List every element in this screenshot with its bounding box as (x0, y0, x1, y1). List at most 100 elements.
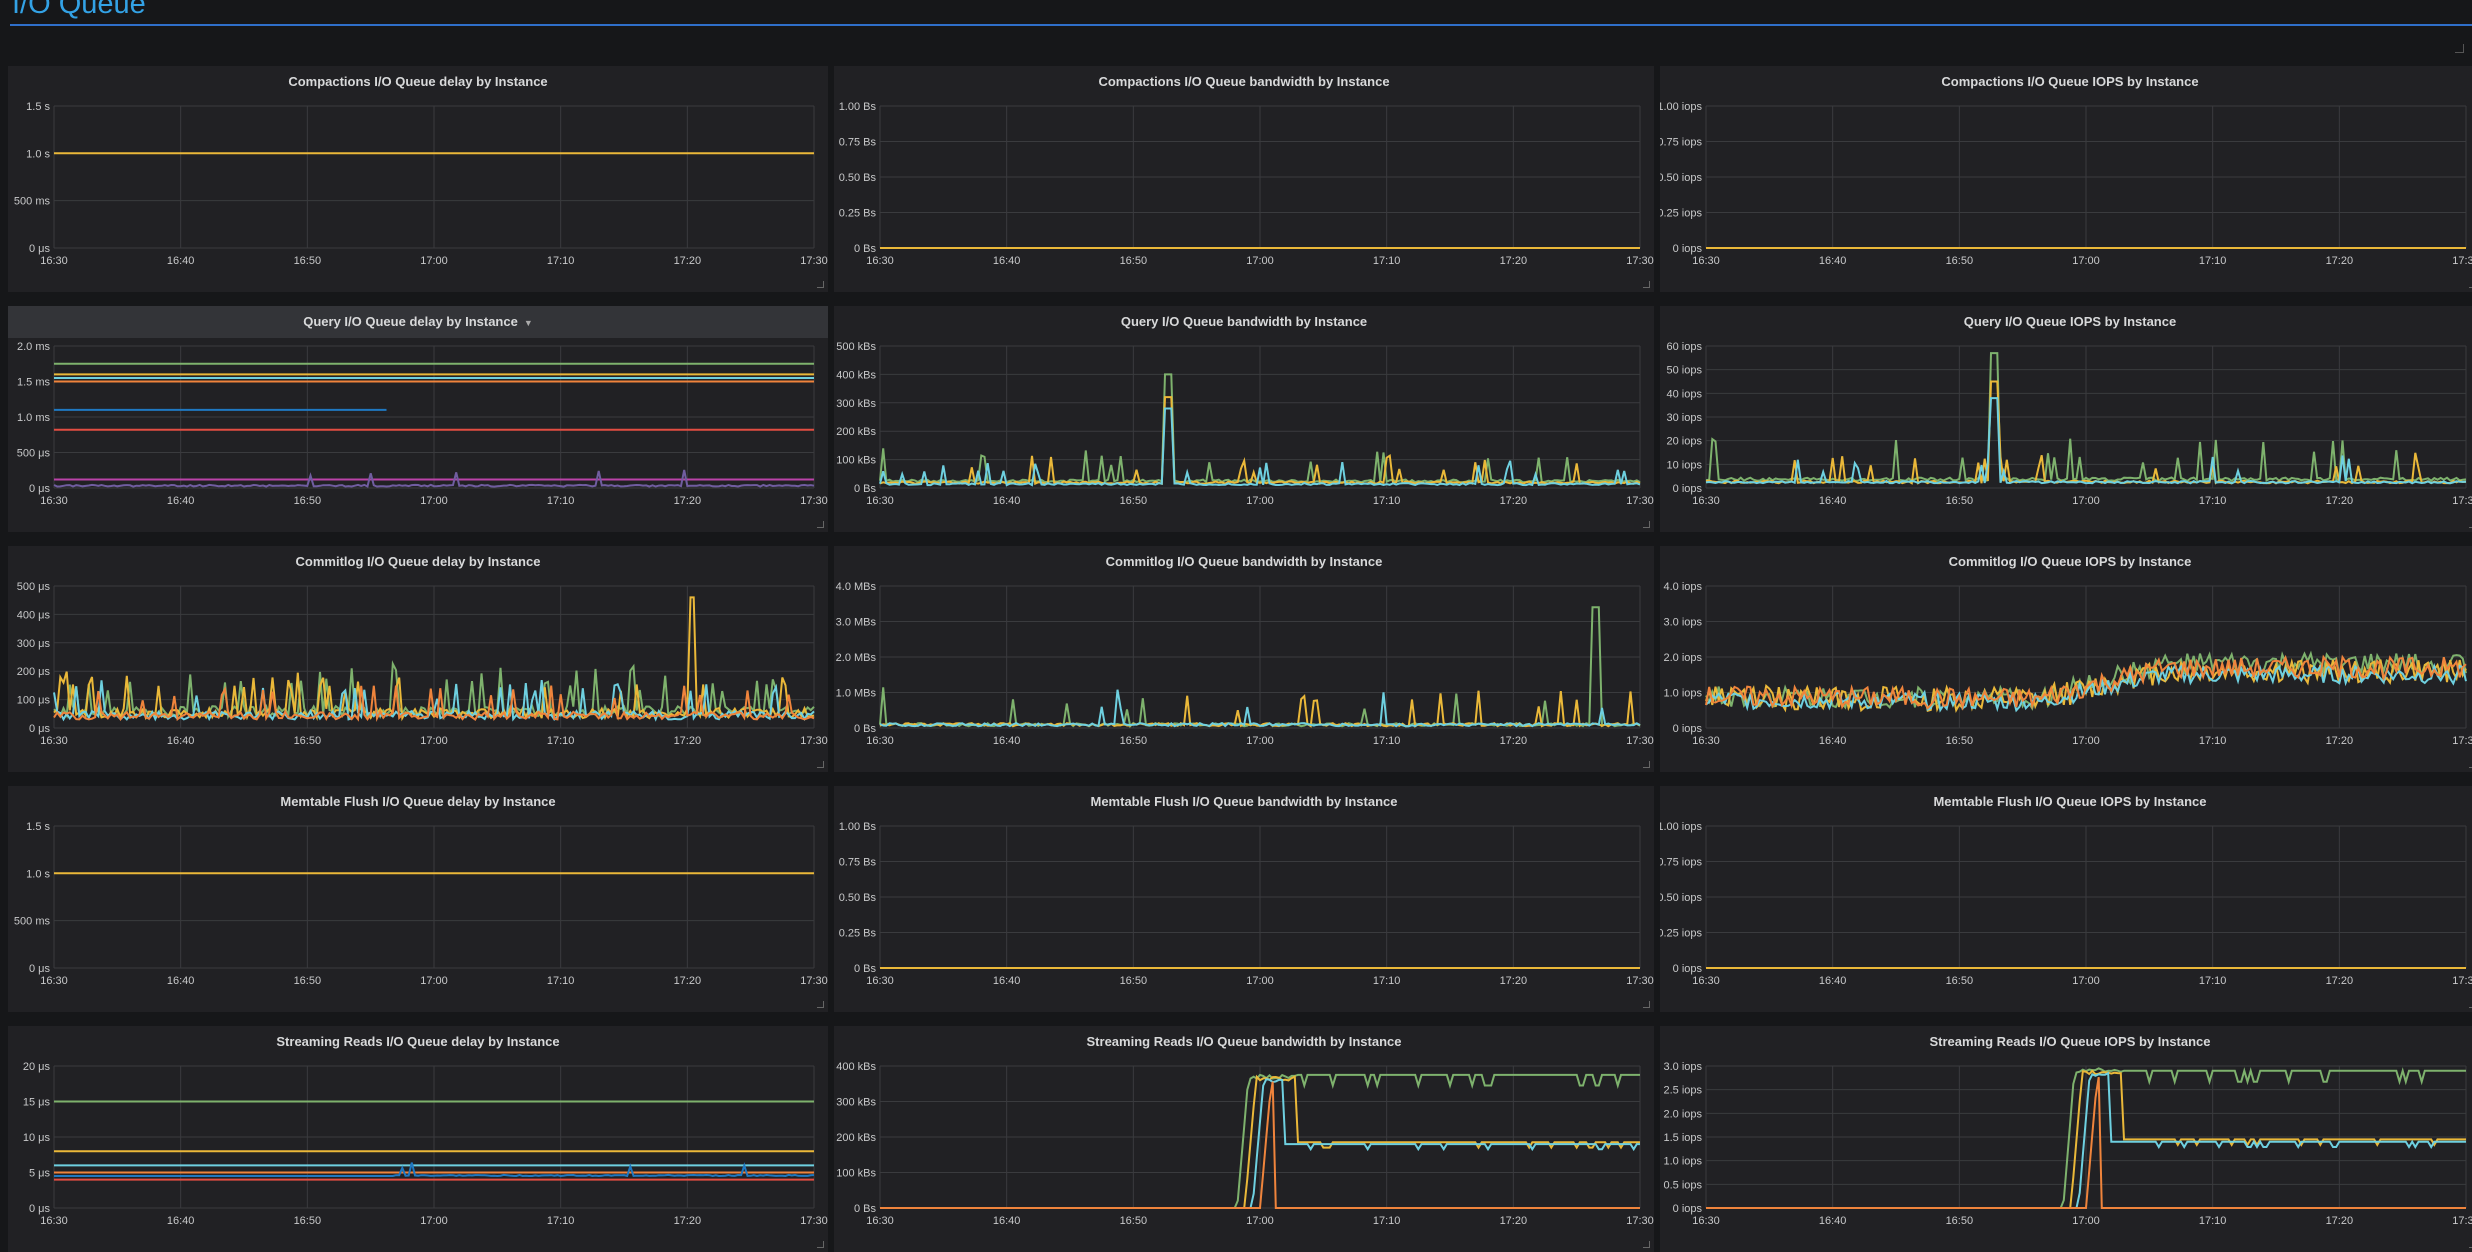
x-tick-label: 16:50 (1946, 495, 1974, 507)
y-tick-label: 400 μs (17, 609, 51, 621)
y-tick-label: 100 kBs (836, 1168, 876, 1180)
graph-panel[interactable]: Commitlog I/O Queue IOPS by Instance 0 io… (1660, 546, 2472, 772)
panel-title[interactable]: Compactions I/O Queue IOPS by Instance (1660, 66, 2472, 98)
x-tick-label: 17:30 (2452, 495, 2472, 507)
series-line (1706, 1077, 2466, 1209)
graph-plot[interactable]: 0 iops 0.25 iops 0.50 iops 0.75 iops 1.00 io… (1660, 818, 2472, 1012)
graph-panel[interactable]: Query I/O Queue delay by Instance ▼ 0 μs 50… (8, 306, 828, 532)
y-tick-label: 15 μs (23, 1097, 51, 1109)
y-tick-label: 0 iops (1673, 723, 1703, 735)
graph-plot[interactable]: 0 Bs 100 kBs 200 kBs 300 kBs 400 kBs 500 kBs 1… (834, 338, 1654, 532)
panel-resize-handle[interactable] (2469, 281, 2472, 288)
x-tick-label: 17:00 (1246, 975, 1274, 987)
panel-title-text: Commitlog I/O Queue delay by Instance (295, 554, 541, 569)
panel-resize-handle[interactable] (1643, 761, 1650, 768)
x-tick-label: 16:50 (294, 975, 322, 987)
chevron-down-icon[interactable]: ▼ (523, 317, 533, 328)
y-tick-label: 50 iops (1667, 365, 1703, 377)
panel-title[interactable]: Memtable Flush I/O Queue delay by Instan… (8, 786, 828, 818)
graph-panel[interactable]: Compactions I/O Queue delay by Instance 0… (8, 66, 828, 292)
graph-plot[interactable]: 0 μs 5 μs 10 μs 15 μs 20 μs 16:30 16:40 16:50 17… (8, 1058, 828, 1252)
panel-resize-handle[interactable] (1643, 1001, 1650, 1008)
y-tick-label: 1.5 ms (17, 377, 51, 389)
graph-plot[interactable]: 0 μs 500 ms 1.0 s 1.5 s 16:30 16:40 16:50 17:00… (8, 818, 828, 1012)
panel-title[interactable]: Memtable Flush I/O Queue IOPS by Instanc… (1660, 786, 2472, 818)
y-tick-label: 300 kBs (836, 1097, 876, 1109)
panel-title[interactable]: Compactions I/O Queue bandwidth by Insta… (834, 66, 1654, 98)
graph-panel[interactable]: Memtable Flush I/O Queue delay by Instan… (8, 786, 828, 1012)
x-tick-label: 16:40 (993, 735, 1021, 747)
graph-plot[interactable]: 0 Bs 0.25 Bs 0.50 Bs 0.75 Bs 1.00 Bs 16:30 16:… (834, 98, 1654, 292)
y-tick-label: 0 μs (29, 723, 51, 735)
y-tick-label: 3.0 MBs (836, 617, 877, 629)
row-resize-handle[interactable] (2455, 44, 2464, 53)
panel-resize-handle[interactable] (2469, 521, 2472, 528)
y-tick-label: 0 iops (1673, 1203, 1703, 1215)
y-tick-label: 0.75 Bs (839, 857, 877, 869)
y-tick-label: 40 iops (1667, 388, 1703, 400)
graph-plot[interactable]: 0 iops 1.0 iops 2.0 iops 3.0 iops 4.0 iops 16… (1660, 578, 2472, 772)
graph-panel[interactable]: Commitlog I/O Queue delay by Instance 0 μ… (8, 546, 828, 772)
panel-resize-handle[interactable] (1643, 281, 1650, 288)
graph-plot[interactable]: 0 iops 0.25 iops 0.50 iops 0.75 iops 1.00 io… (1660, 98, 2472, 292)
y-tick-label: 60 iops (1667, 341, 1703, 353)
y-tick-label: 0 iops (1673, 483, 1703, 495)
panel-title[interactable]: Compactions I/O Queue delay by Instance (8, 66, 828, 98)
panel-title[interactable]: Query I/O Queue delay by Instance ▼ (8, 306, 828, 338)
panel-resize-handle[interactable] (2469, 1001, 2472, 1008)
graph-panel[interactable]: Streaming Reads I/O Queue bandwidth by I… (834, 1026, 1654, 1252)
graph-panel[interactable]: Memtable Flush I/O Queue bandwidth by In… (834, 786, 1654, 1012)
y-tick-label: 0.25 iops (1660, 208, 1702, 220)
graph-panel[interactable]: Commitlog I/O Queue bandwidth by Instanc… (834, 546, 1654, 772)
panel-title[interactable]: Streaming Reads I/O Queue bandwidth by I… (834, 1026, 1654, 1058)
y-tick-label: 0 iops (1673, 243, 1703, 255)
graph-panel[interactable]: Query I/O Queue bandwidth by Instance 0 B… (834, 306, 1654, 532)
panel-resize-handle[interactable] (2469, 761, 2472, 768)
y-tick-label: 0.50 Bs (839, 172, 877, 184)
panel-title[interactable]: Streaming Reads I/O Queue IOPS by Instan… (1660, 1026, 2472, 1058)
graph-panel[interactable]: Query I/O Queue IOPS by Instance 0 iops 10… (1660, 306, 2472, 532)
graph-plot[interactable]: 0 μs 500 ms 1.0 s 1.5 s 16:30 16:40 16:50 17:00… (8, 98, 828, 292)
graph-plot[interactable]: 0 iops 10 iops 20 iops 30 iops 40 iops 50 iop… (1660, 338, 2472, 532)
panel-title[interactable]: Query I/O Queue IOPS by Instance (1660, 306, 2472, 338)
graph-plot[interactable]: 0 μs 100 μs 200 μs 300 μs 400 μs 500 μs 16:30 1… (8, 578, 828, 772)
graph-panel[interactable]: Streaming Reads I/O Queue IOPS by Instan… (1660, 1026, 2472, 1252)
graph-plot[interactable]: 0 Bs 0.25 Bs 0.50 Bs 0.75 Bs 1.00 Bs 16:30 16:… (834, 818, 1654, 1012)
graph-panel[interactable]: Memtable Flush I/O Queue IOPS by Instanc… (1660, 786, 2472, 1012)
graph-plot[interactable]: 0 iops 0.5 iops 1.0 iops 1.5 iops 2.0 iops 2.… (1660, 1058, 2472, 1252)
x-tick-label: 16:40 (1819, 1215, 1847, 1227)
y-tick-label: 2.0 MBs (836, 652, 877, 664)
graph-plot[interactable]: 0 Bs 100 kBs 200 kBs 300 kBs 400 kBs 16:30 16:… (834, 1058, 1654, 1252)
panel-resize-handle[interactable] (1643, 1241, 1650, 1248)
panel-title[interactable]: Memtable Flush I/O Queue bandwidth by In… (834, 786, 1654, 818)
graph-panel[interactable]: Compactions I/O Queue bandwidth by Insta… (834, 66, 1654, 292)
graph-panel[interactable]: Streaming Reads I/O Queue delay by Insta… (8, 1026, 828, 1252)
panel-title[interactable]: Commitlog I/O Queue bandwidth by Instanc… (834, 546, 1654, 578)
y-tick-label: 0 μs (29, 243, 51, 255)
y-tick-label: 0.75 Bs (839, 137, 877, 149)
panel-title[interactable]: Query I/O Queue bandwidth by Instance (834, 306, 1654, 338)
graph-plot[interactable]: 0 μs 500 μs 1.0 ms 1.5 ms 2.0 ms 16:30 16:40 16… (8, 338, 828, 532)
x-tick-label: 17:30 (800, 1215, 828, 1227)
panel-resize-handle[interactable] (817, 281, 824, 288)
panel-title[interactable]: Commitlog I/O Queue delay by Instance (8, 546, 828, 578)
x-tick-label: 17:20 (2326, 495, 2354, 507)
x-tick-label: 16:30 (1692, 1215, 1720, 1227)
graph-plot[interactable]: 0 Bs 1.0 MBs 2.0 MBs 3.0 MBs 4.0 MBs 16:30 16:… (834, 578, 1654, 772)
panel-resize-handle[interactable] (817, 1241, 824, 1248)
x-tick-label: 16:30 (1692, 255, 1720, 267)
panel-resize-handle[interactable] (817, 521, 824, 528)
graph-panel[interactable]: Compactions I/O Queue IOPS by Instance 0 … (1660, 66, 2472, 292)
panel-resize-handle[interactable] (1643, 521, 1650, 528)
row-title[interactable]: I/O Queue (12, 0, 146, 20)
y-tick-label: 200 kBs (836, 426, 876, 438)
y-tick-label: 3.0 iops (1663, 1061, 1702, 1073)
panel-title[interactable]: Streaming Reads I/O Queue delay by Insta… (8, 1026, 828, 1058)
x-tick-label: 17:00 (420, 735, 448, 747)
x-tick-label: 17:10 (547, 735, 575, 747)
y-tick-label: 1.00 Bs (839, 821, 877, 833)
x-tick-label: 16:50 (1120, 495, 1148, 507)
panel-resize-handle[interactable] (817, 1001, 824, 1008)
panel-title[interactable]: Commitlog I/O Queue IOPS by Instance (1660, 546, 2472, 578)
panel-resize-handle[interactable] (817, 761, 824, 768)
